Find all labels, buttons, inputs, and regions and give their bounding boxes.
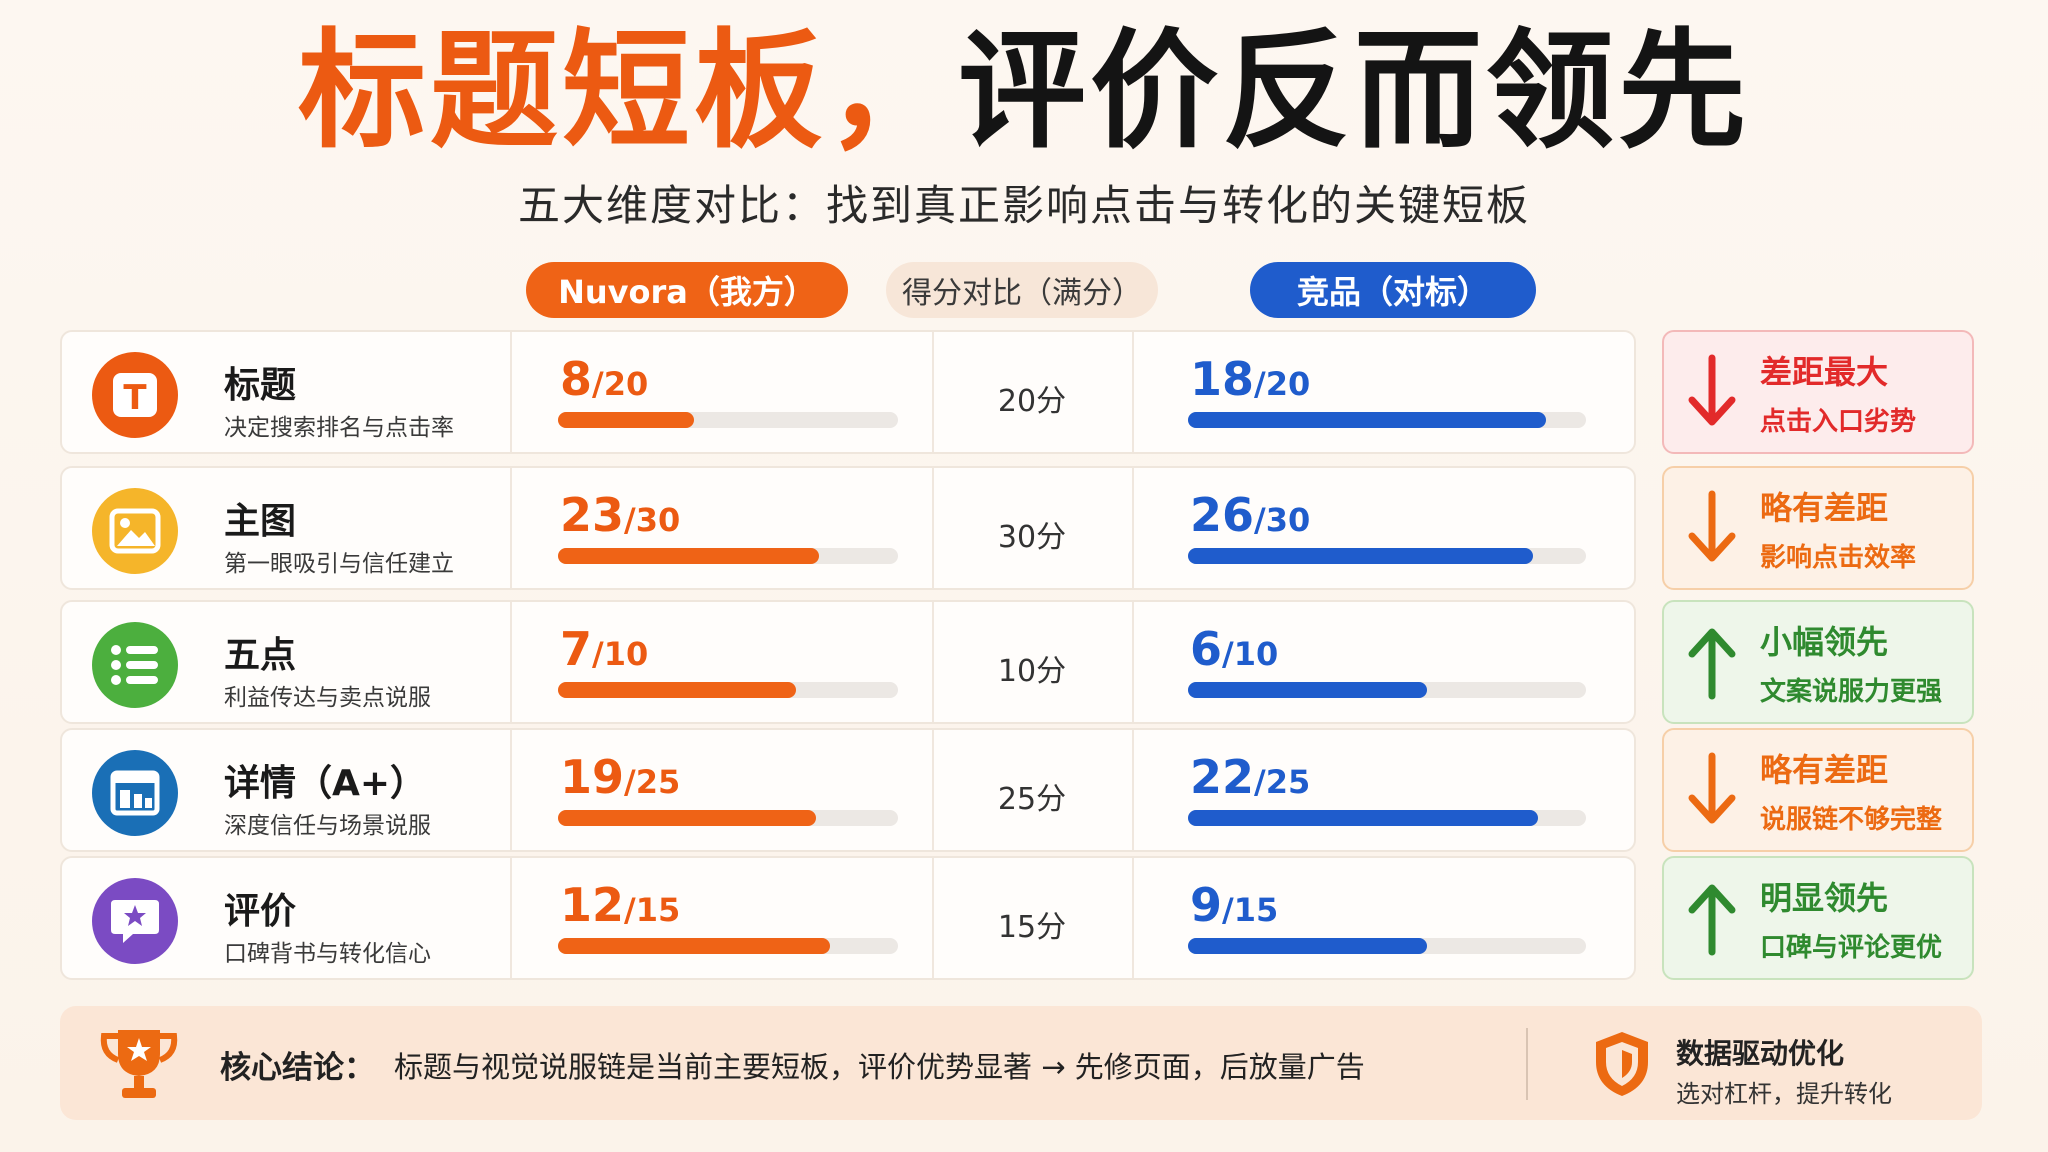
status-card: 小幅领先文案说服力更强 — [1662, 600, 1974, 724]
arrow-down-icon — [1688, 490, 1736, 562]
header-ours: Nuvora（我方） — [526, 262, 848, 318]
bar-track-theirs — [1188, 682, 1586, 698]
table-row: 主图 第一眼吸引与信任建立 23/30 30分 26/30 — [60, 466, 1636, 590]
dimension-name: 标题 — [224, 365, 297, 406]
title-part-main: 评价反而领先 — [958, 17, 1751, 166]
card-sub: 文案说服力更强 — [1760, 676, 1943, 707]
table-row: 详情（A+） 深度信任与场景说服 19/25 25分 22/25 — [60, 728, 1636, 852]
dimension-desc: 口碑背书与转化信心 — [224, 941, 431, 967]
arrow-down-icon — [1688, 354, 1736, 426]
card-sub: 说服链不够完整 — [1760, 804, 1943, 835]
shield-icon — [1590, 1028, 1654, 1104]
header-theirs: 竞品（对标） — [1250, 262, 1536, 318]
score-theirs: 22/25 — [1190, 750, 1311, 804]
bar-track-ours — [558, 548, 898, 564]
bar-track-ours — [558, 810, 898, 826]
table-row: T 标题 决定搜索排名与点击率 8/20 20分 18/20 — [60, 330, 1636, 454]
page-subtitle: 五大维度对比：找到真正影响点击与转化的关键短板 — [517, 181, 1530, 230]
max-score: 25分 — [997, 782, 1067, 817]
bar-ours — [558, 682, 796, 698]
bar-track-ours — [558, 682, 898, 698]
bar-theirs — [1188, 938, 1427, 954]
arrow-up-icon — [1688, 884, 1736, 956]
max-score: 30分 — [997, 520, 1067, 555]
bar-ours — [558, 810, 817, 826]
image-icon — [92, 488, 178, 574]
table-row: 评价 口碑背书与转化信心 12/15 15分 9/15 — [60, 856, 1636, 980]
bar-track-theirs — [1188, 938, 1586, 954]
score-theirs: 6/10 — [1190, 622, 1279, 676]
table-row: 五点 利益传达与卖点说服 7/10 10分 6/10 — [60, 600, 1636, 724]
bar-track-ours — [558, 412, 898, 428]
bar-track-ours — [558, 938, 898, 954]
card-title: 小幅领先 — [1760, 622, 1889, 661]
bar-track-theirs — [1188, 412, 1586, 428]
dimension-desc: 第一眼吸引与信任建立 — [224, 551, 454, 577]
bar-ours — [558, 938, 830, 954]
score-theirs: 26/30 — [1190, 488, 1311, 542]
bar-track-theirs — [1188, 548, 1586, 564]
dimension-name: 详情（A+） — [224, 763, 427, 804]
score-theirs: 18/20 — [1190, 352, 1311, 406]
title-t-icon: T — [92, 352, 178, 438]
dimension-desc: 决定搜索排名与点击率 — [224, 415, 454, 441]
bar-ours — [558, 412, 694, 428]
status-card: 差距最大点击入口劣势 — [1662, 330, 1974, 454]
card-sub: 口碑与评论更优 — [1760, 932, 1943, 963]
conclusion-bar: 核心结论： 标题与视觉说服链是当前主要短板，评价优势显著 → 先修页面，后放量广… — [60, 1006, 1982, 1120]
score-ours: 8/20 — [560, 352, 649, 406]
dimension-name: 五点 — [224, 635, 297, 676]
card-sub: 影响点击效率 — [1760, 542, 1917, 573]
divider — [1526, 1028, 1528, 1100]
header-middle: 得分对比（满分） — [886, 262, 1158, 318]
dimension-name: 评价 — [224, 891, 297, 932]
max-score: 10分 — [997, 654, 1067, 689]
list-icon — [92, 622, 178, 708]
svg-text:T: T — [123, 378, 147, 418]
dimension-desc: 深度信任与场景说服 — [224, 813, 431, 839]
star-chat-icon — [92, 878, 178, 964]
score-ours: 12/15 — [560, 878, 681, 932]
max-score: 15分 — [997, 910, 1067, 945]
layout-icon — [92, 750, 178, 836]
score-ours: 19/25 — [560, 750, 681, 804]
score-theirs: 9/15 — [1190, 878, 1279, 932]
page-title: 标题短板，评价反而领先 — [0, 22, 2048, 162]
status-card: 略有差距影响点击效率 — [1662, 466, 1974, 590]
dimension-name: 主图 — [224, 501, 297, 542]
max-score: 20分 — [997, 384, 1067, 419]
conclusion-label: 核心结论： — [220, 1050, 375, 1086]
status-card: 略有差距说服链不够完整 — [1662, 728, 1974, 852]
bar-theirs — [1188, 682, 1427, 698]
trophy-icon — [94, 1024, 184, 1108]
card-title: 差距最大 — [1760, 352, 1889, 391]
arrow-up-icon — [1688, 628, 1736, 700]
card-title: 略有差距 — [1760, 488, 1889, 527]
bar-theirs — [1188, 412, 1547, 428]
card-title: 明显领先 — [1760, 878, 1889, 917]
conclusion-text: 标题与视觉说服链是当前主要短板，评价优势显著 → 先修页面，后放量广告 — [394, 1050, 1365, 1084]
bar-theirs — [1188, 548, 1533, 564]
status-card: 明显领先口碑与评论更优 — [1662, 856, 1974, 980]
score-ours: 23/30 — [560, 488, 681, 542]
side-title: 数据驱动优化 — [1676, 1037, 1845, 1070]
bar-theirs — [1188, 810, 1539, 826]
side-subtitle: 选对杠杆，提升转化 — [1676, 1080, 1892, 1108]
score-ours: 7/10 — [560, 622, 649, 676]
card-sub: 点击入口劣势 — [1760, 406, 1917, 437]
dimension-desc: 利益传达与卖点说服 — [224, 685, 431, 711]
title-part-highlight: 标题短板， — [297, 17, 958, 166]
bar-ours — [558, 548, 819, 564]
bar-track-theirs — [1188, 810, 1586, 826]
arrow-down-icon — [1688, 752, 1736, 824]
card-title: 略有差距 — [1760, 750, 1889, 789]
